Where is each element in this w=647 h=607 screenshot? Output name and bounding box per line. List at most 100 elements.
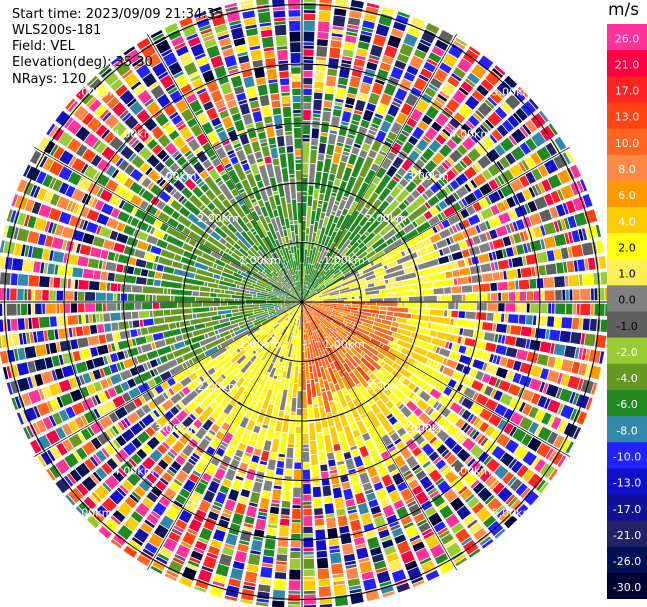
range-gate [269,506,280,515]
range-gate [366,246,374,254]
range-gate [278,410,284,418]
range-gate [160,302,178,309]
range-gate [340,286,361,294]
range-gate [283,263,294,283]
range-gate [275,467,284,476]
range-gate [318,333,325,343]
range-gate [217,293,231,298]
range-gate [228,385,239,397]
range-gate [413,386,420,393]
range-gate [515,191,526,204]
range-gate [375,23,390,37]
range-gate [431,493,446,508]
range-gate [439,228,451,239]
range-gate [359,156,374,178]
range-gate [334,145,343,154]
range-gate [84,458,96,471]
range-gate [467,72,480,85]
range-gate [371,82,384,95]
range-gate [470,415,478,425]
range-gate [291,519,301,523]
range-gate [572,317,580,330]
range-gate [308,304,328,315]
range-gate [419,231,429,240]
range-gate [219,444,227,451]
range-gate [255,422,262,427]
range-gate [498,380,511,392]
range-gate [482,121,492,132]
range-gate [476,303,487,311]
range-gate [35,303,42,315]
range-gate [373,515,387,529]
range-gate [425,23,440,34]
range-gate [127,215,133,224]
range-gate [420,382,430,391]
range-gate [307,268,315,286]
range-gate [24,318,29,330]
range-gate [490,388,497,398]
azimuth-spoke [33,146,303,303]
range-gate [0,240,5,253]
range-gate [265,58,276,70]
range-gate [128,339,133,347]
range-gate [321,316,336,329]
range-gate [439,365,445,373]
range-gate [176,322,180,328]
range-gate [105,179,119,192]
range-gate [508,281,515,290]
range-gate [328,538,339,546]
range-gate [366,298,369,302]
range-gate [173,525,184,533]
range-gate [333,443,341,452]
range-gate [33,186,41,198]
range-gate [546,250,555,262]
range-gate [39,316,50,328]
range-gate [33,331,38,343]
range-gate [135,258,147,268]
range-gate [342,167,353,182]
range-gate [544,193,554,206]
range-gate [201,122,214,135]
range-gate [423,531,435,540]
range-gate [110,539,123,549]
range-gate [258,165,270,187]
range-ring [242,242,362,362]
range-gate [136,276,147,285]
range-gate [423,61,436,73]
range-gate [383,388,392,397]
range-gate [395,214,404,223]
range-gate [294,224,298,235]
range-gate [201,252,216,263]
range-gate [70,202,77,213]
range-gate [412,580,425,588]
range-gate [529,378,542,392]
range-gate [210,154,218,161]
range-gate [262,424,268,429]
range-gate [412,447,422,457]
range-gate [290,246,294,253]
range-gate [404,560,418,571]
range-gate [337,231,352,250]
range-gate [415,421,422,429]
range-gate [362,20,375,30]
range-gate [236,285,240,289]
range-gate [455,37,468,47]
range-gate [38,388,45,400]
range-gate [167,560,183,575]
range-gate [181,386,191,396]
range-gate [485,220,491,230]
range-gate [227,302,245,306]
range-gate [519,231,525,242]
range-gate [146,225,152,233]
range-gate [395,357,403,366]
range-gate [24,245,30,257]
range-gate [495,106,508,120]
range-gate [255,262,265,271]
range-gate [335,214,345,229]
range-gate [318,200,323,205]
range-gate [80,386,90,398]
range-gate [413,49,427,60]
range-gate [342,196,348,201]
range-gate [303,85,312,88]
range-gate [163,288,167,295]
